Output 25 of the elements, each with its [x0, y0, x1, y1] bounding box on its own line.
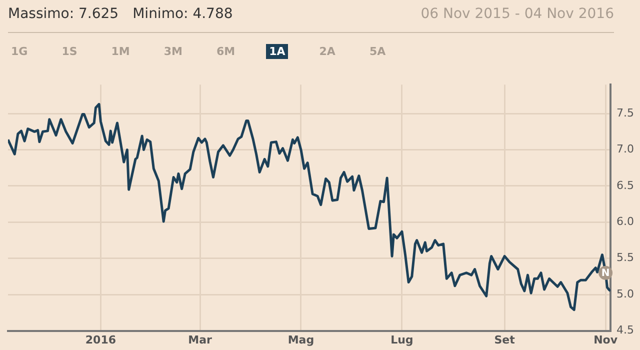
y-tick-label: 7.0	[616, 142, 634, 156]
y-tick-label: 5.0	[616, 287, 634, 300]
text: 6M	[215, 44, 236, 59]
x-tick-label: Mag	[288, 333, 314, 346]
x-tick-label: Set	[494, 333, 515, 346]
chart-title: Massimo: 7.625	[8, 6, 119, 22]
x-tick-label: 2016	[85, 333, 116, 346]
text: 5A	[368, 44, 387, 59]
y-tick-label: 5.5	[616, 251, 634, 264]
text: 3M	[162, 44, 184, 59]
text: 06 Nov 2015 - 04 Nov 2016	[420, 6, 614, 22]
text: 1M	[110, 44, 131, 59]
y-tick-label: 6.0	[616, 215, 634, 228]
text: 1S	[60, 44, 78, 59]
x-tick-label: Lug	[390, 333, 414, 346]
x-tick-label: Nov	[594, 333, 618, 346]
y-tick-label: 7.5	[616, 106, 634, 120]
chart-subtitle: Minimo: 4.788	[132, 6, 233, 22]
text: 1A	[266, 44, 288, 59]
y-tick-label: 6.5	[616, 178, 634, 192]
annotation: N	[601, 268, 610, 279]
text: 2A	[318, 44, 336, 59]
x-tick-label: Mar	[188, 333, 212, 346]
y-tick-label: 4.5	[616, 324, 634, 337]
text: 1G	[10, 44, 29, 59]
